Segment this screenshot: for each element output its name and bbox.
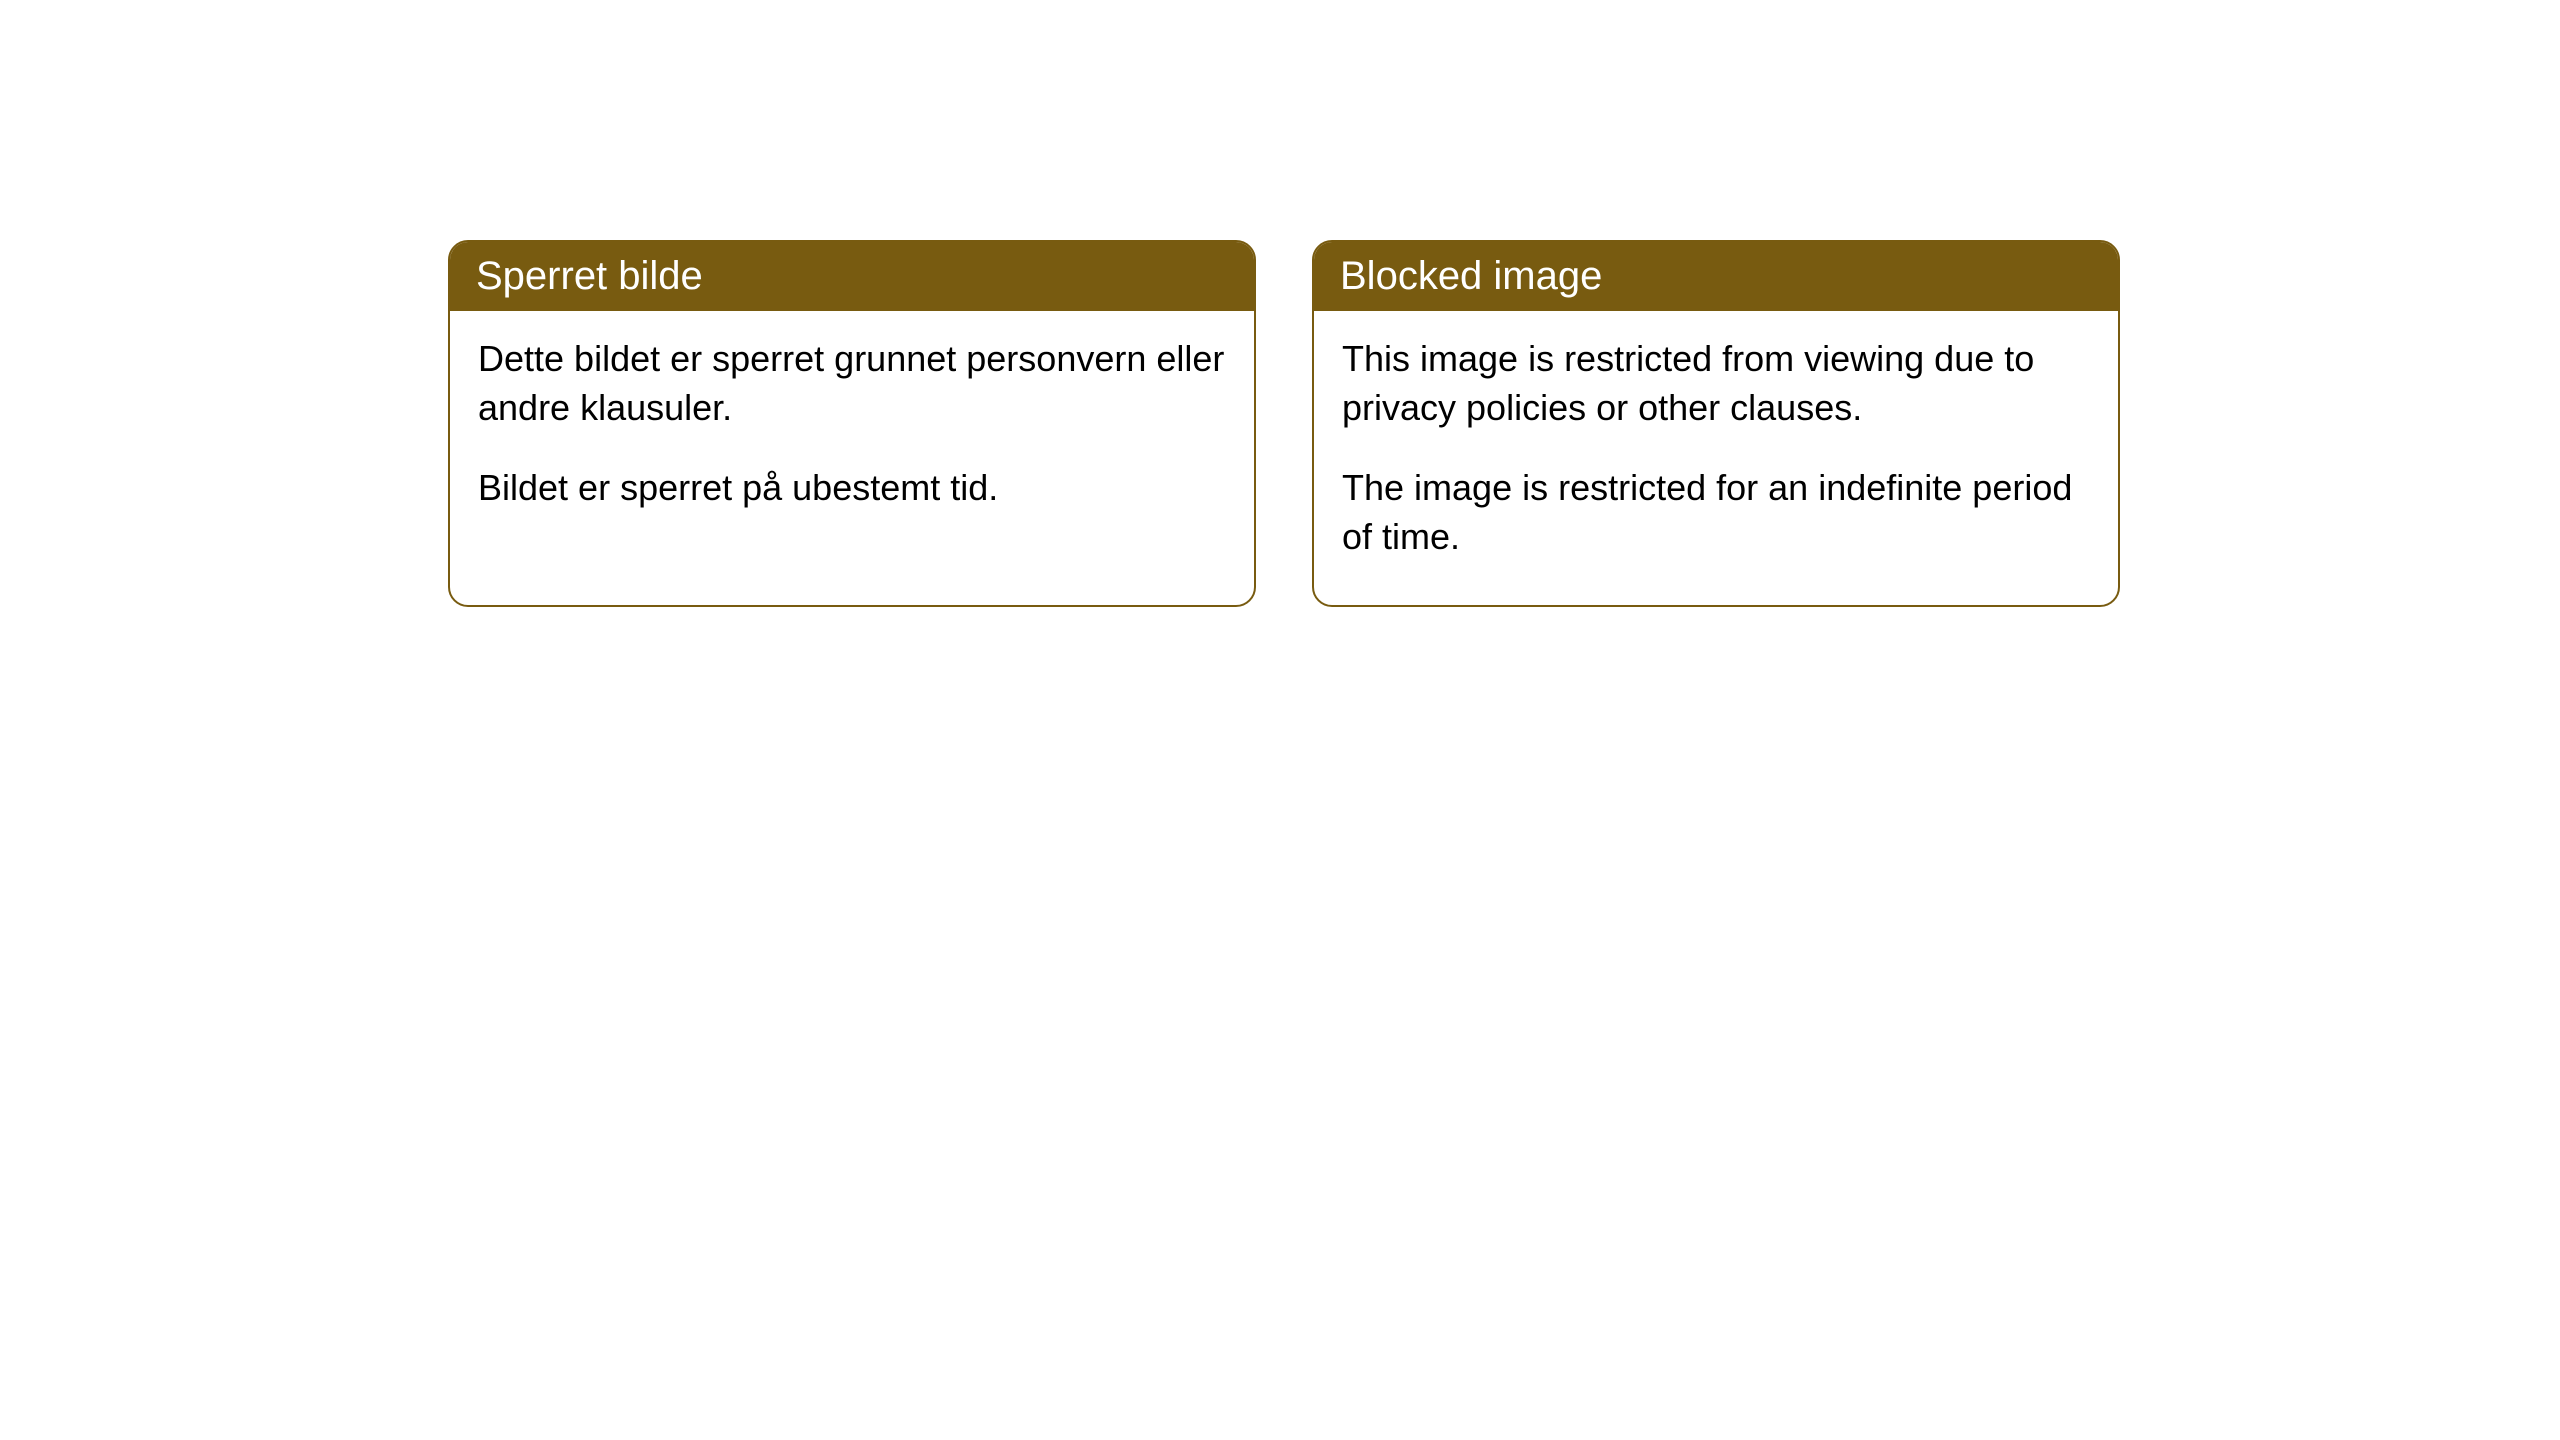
card-paragraph: Dette bildet er sperret grunnet personve… [478, 335, 1226, 432]
card-paragraph: The image is restricted for an indefinit… [1342, 464, 2090, 561]
card-title: Sperret bilde [476, 254, 703, 298]
card-title: Blocked image [1340, 254, 1602, 298]
card-paragraph: This image is restricted from viewing du… [1342, 335, 2090, 432]
card-paragraph: Bildet er sperret på ubestemt tid. [478, 464, 1226, 513]
card-body: Dette bildet er sperret grunnet personve… [450, 311, 1254, 557]
blocked-image-card-english: Blocked image This image is restricted f… [1312, 240, 2120, 607]
card-header: Blocked image [1314, 242, 2118, 311]
card-body: This image is restricted from viewing du… [1314, 311, 2118, 605]
blocked-image-card-norwegian: Sperret bilde Dette bildet er sperret gr… [448, 240, 1256, 607]
notice-cards-container: Sperret bilde Dette bildet er sperret gr… [0, 0, 2560, 607]
card-header: Sperret bilde [450, 242, 1254, 311]
